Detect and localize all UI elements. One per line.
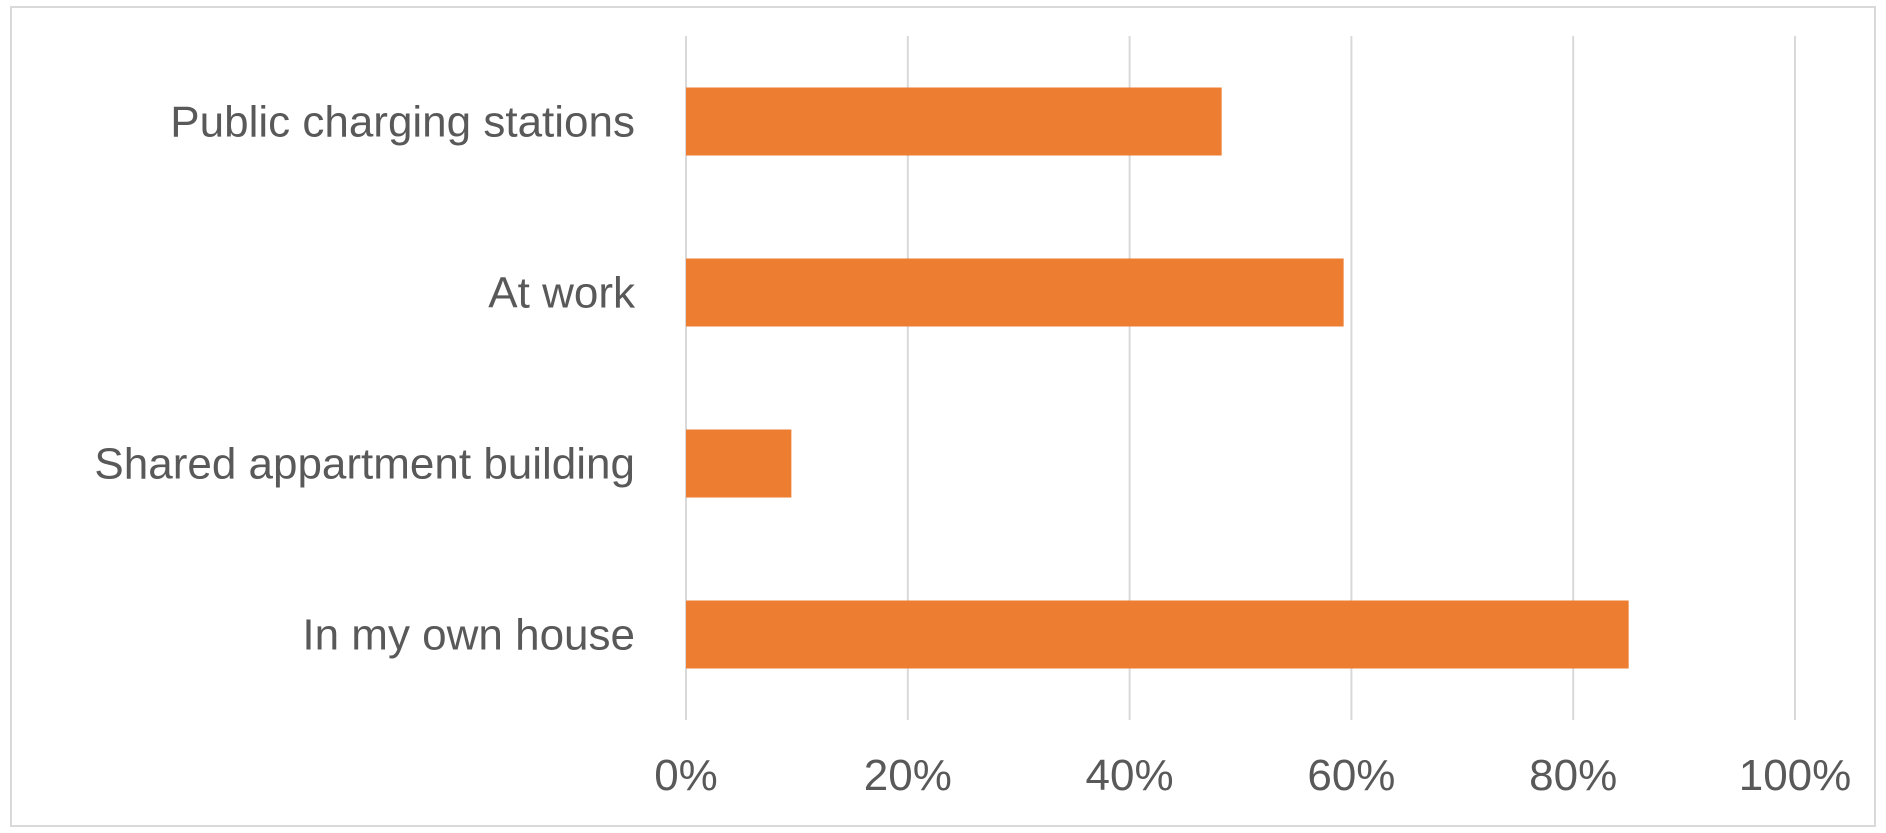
- category-label: In my own house: [302, 611, 635, 660]
- x-tick-label: 40%: [1086, 751, 1174, 800]
- bar: [686, 258, 1344, 327]
- bar: [686, 429, 792, 498]
- x-tick-label: 0%: [654, 751, 718, 800]
- bars: [686, 87, 1629, 669]
- x-tick-label: 20%: [864, 751, 952, 800]
- bar: [686, 600, 1629, 669]
- category-label: At work: [488, 269, 636, 318]
- bar: [686, 87, 1222, 156]
- category-label: Shared appartment building: [94, 440, 635, 489]
- category-labels: In my own house Shared appartment buildin…: [94, 98, 636, 660]
- category-label: Public charging stations: [170, 98, 635, 147]
- x-axis-tick-labels: 0% 20% 40% 60% 80% 100%: [654, 751, 1851, 800]
- x-tick-label: 80%: [1529, 751, 1617, 800]
- x-tick-label: 60%: [1307, 751, 1395, 800]
- x-tick-label: 100%: [1739, 751, 1852, 800]
